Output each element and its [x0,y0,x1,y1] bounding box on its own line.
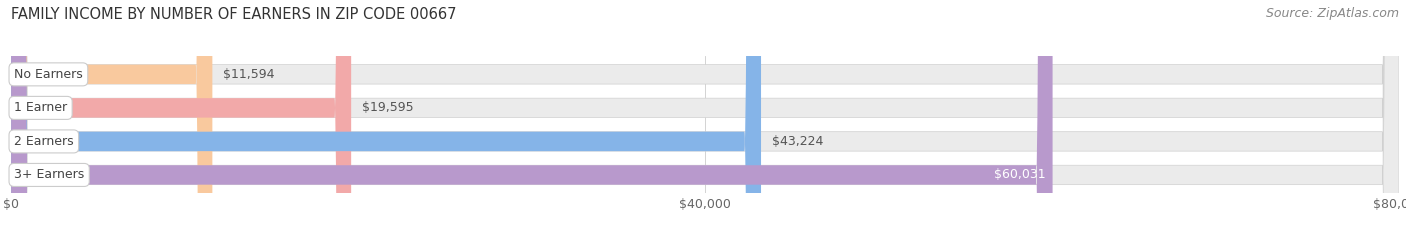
FancyBboxPatch shape [11,0,1399,233]
FancyBboxPatch shape [11,0,1053,233]
Text: 1 Earner: 1 Earner [14,101,67,114]
Text: $60,031: $60,031 [994,168,1046,182]
Text: 2 Earners: 2 Earners [14,135,73,148]
FancyBboxPatch shape [11,0,1399,233]
FancyBboxPatch shape [11,0,212,233]
FancyBboxPatch shape [11,0,1399,233]
Text: 3+ Earners: 3+ Earners [14,168,84,182]
FancyBboxPatch shape [11,0,1399,233]
FancyBboxPatch shape [11,0,761,233]
Text: $19,595: $19,595 [363,101,413,114]
Text: $11,594: $11,594 [224,68,276,81]
Text: $43,224: $43,224 [772,135,824,148]
Text: Source: ZipAtlas.com: Source: ZipAtlas.com [1265,7,1399,20]
FancyBboxPatch shape [11,0,352,233]
Text: FAMILY INCOME BY NUMBER OF EARNERS IN ZIP CODE 00667: FAMILY INCOME BY NUMBER OF EARNERS IN ZI… [11,7,457,22]
Text: No Earners: No Earners [14,68,83,81]
